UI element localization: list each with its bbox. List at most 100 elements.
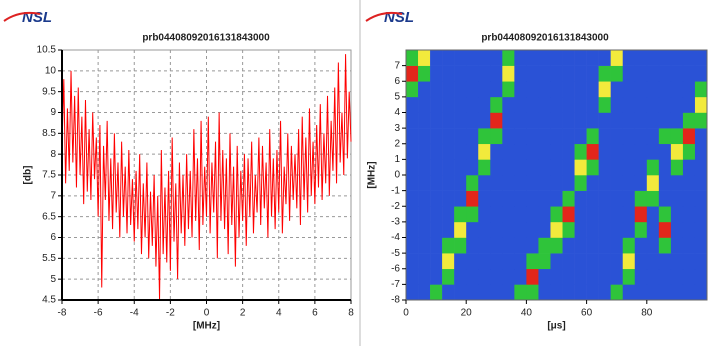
- heat-cell: [610, 237, 624, 254]
- y-tick-label: -2: [391, 201, 400, 212]
- logo: NSL: [384, 9, 414, 26]
- heat-cell: [442, 206, 455, 223]
- heat-cell: [646, 206, 660, 223]
- heat-cell: [454, 65, 467, 82]
- heat-cell: [670, 268, 684, 285]
- heat-cell: [418, 284, 431, 301]
- heat-cell: [562, 221, 575, 238]
- heat-cell: [478, 128, 491, 145]
- heat-cell: [406, 112, 419, 129]
- heat-cell: [646, 268, 660, 285]
- heat-cell: [562, 237, 575, 254]
- heat-cell: [658, 50, 672, 66]
- heat-cell: [454, 253, 467, 270]
- heat-cell: [574, 143, 587, 160]
- y-tick-label: 3: [394, 123, 400, 134]
- x-tick-label: -4: [130, 308, 139, 319]
- heat-cell: [466, 143, 479, 160]
- heat-cell: [646, 190, 660, 207]
- heat-cell: [406, 175, 419, 191]
- heat-cell: [406, 190, 419, 207]
- heat-cell: [514, 81, 527, 98]
- heat-cell: [514, 206, 527, 223]
- y-tick-label: 9: [50, 107, 56, 118]
- heat-cell: [538, 96, 551, 113]
- heat-cell: [598, 206, 611, 223]
- heat-cell: [598, 81, 611, 98]
- heat-cell: [550, 175, 563, 191]
- heat-cell: [574, 221, 587, 238]
- heat-cell: [634, 128, 648, 145]
- heat-cell: [466, 128, 479, 145]
- heat-cell: [406, 50, 419, 66]
- heat-cell: [454, 143, 467, 160]
- heat-cell: [454, 190, 467, 207]
- heat-cell: [682, 159, 696, 176]
- heat-cell: [646, 81, 660, 98]
- heat-cell: [622, 143, 636, 160]
- heat-cell: [430, 237, 443, 254]
- heat-cell: [694, 96, 708, 113]
- heat-cell: [430, 190, 443, 207]
- heat-cell: [502, 128, 515, 145]
- y-tick-label: 6.5: [42, 211, 56, 222]
- heat-cell: [574, 50, 587, 66]
- heat-cell: [610, 253, 624, 270]
- heat-cell: [466, 221, 479, 238]
- y-tick-label: -3: [391, 217, 400, 228]
- heat-cell: [526, 50, 539, 66]
- heat-cell: [586, 65, 599, 82]
- heat-cell: [682, 143, 696, 160]
- heat-cell: [658, 253, 672, 270]
- heat-cell: [526, 159, 539, 176]
- heat-cell: [550, 190, 563, 207]
- heat-cell: [406, 237, 419, 254]
- heat-cell: [430, 128, 443, 145]
- heat-cell: [682, 206, 696, 223]
- heat-cell: [442, 237, 455, 254]
- heat-cell: [610, 221, 624, 238]
- heat-cell: [634, 253, 648, 270]
- heat-cell: [538, 268, 551, 285]
- heat-cell: [478, 190, 491, 207]
- heat-cell: [406, 128, 419, 145]
- y-tick-label: 6: [394, 76, 400, 87]
- heat-cell: [514, 143, 527, 160]
- x-tick-label: 6: [312, 308, 318, 319]
- data-line: [61, 54, 352, 301]
- heat-cell: [646, 96, 660, 113]
- heat-cell: [622, 128, 636, 145]
- y-tick-label: -4: [391, 232, 400, 243]
- heat-cell: [526, 268, 539, 285]
- heat-cell: [490, 81, 503, 98]
- heat-cell: [502, 143, 515, 160]
- heat-cell: [430, 284, 443, 301]
- heat-cell: [586, 221, 599, 238]
- heat-cell: [586, 128, 599, 145]
- heat-cell: [622, 112, 636, 129]
- heat-cell: [682, 284, 696, 301]
- heat-cell: [610, 175, 624, 191]
- heat-cell: [646, 237, 660, 254]
- heat-cell: [634, 50, 648, 66]
- heat-cell: [454, 221, 467, 238]
- heat-cell: [466, 50, 479, 66]
- heat-cell: [454, 237, 467, 254]
- heat-cell: [550, 81, 563, 98]
- heat-cell: [442, 221, 455, 238]
- y-tick-label: 6: [50, 232, 56, 243]
- heat-cell: [598, 268, 611, 285]
- heat-cell: [466, 268, 479, 285]
- heat-cell: [478, 268, 491, 285]
- x-tick-label: -6: [94, 308, 103, 319]
- y-tick-label: 2: [394, 138, 400, 149]
- heat-cell: [502, 65, 515, 82]
- heat-cell: [610, 159, 624, 176]
- heat-cell: [562, 190, 575, 207]
- heat-cell: [562, 175, 575, 191]
- heat-cell: [466, 237, 479, 254]
- heat-cell: [442, 143, 455, 160]
- heat-cell: [586, 237, 599, 254]
- heat-cell: [658, 206, 672, 223]
- heat-cell: [454, 268, 467, 285]
